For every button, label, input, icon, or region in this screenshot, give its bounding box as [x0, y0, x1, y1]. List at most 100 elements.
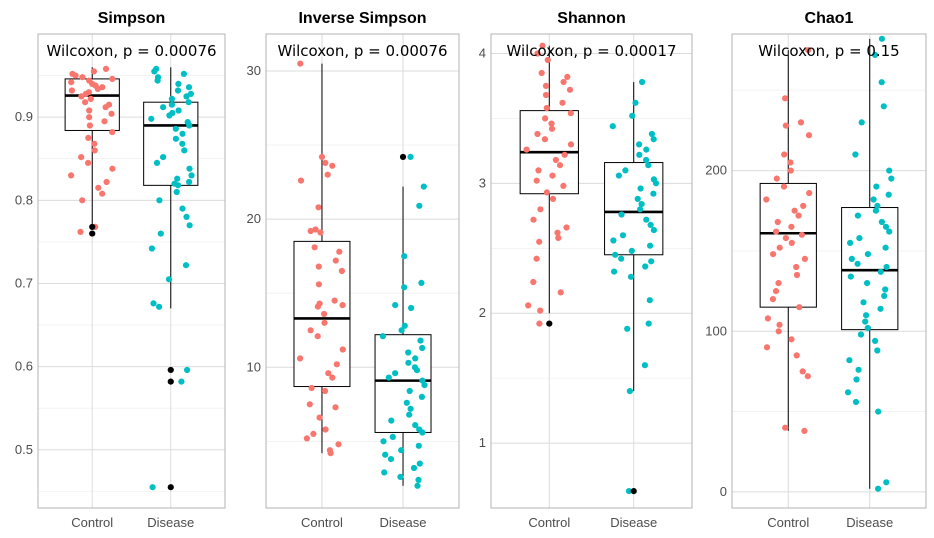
data-point — [652, 180, 660, 187]
data-point — [775, 280, 782, 287]
data-point — [86, 122, 93, 129]
x-tick-label: Disease — [380, 515, 427, 530]
data-point — [154, 77, 161, 84]
data-point — [882, 223, 890, 230]
data-point — [72, 72, 79, 79]
data-point — [385, 374, 392, 381]
data-point — [86, 107, 93, 114]
data-point — [555, 234, 562, 241]
data-point — [179, 130, 186, 137]
data-point — [567, 110, 574, 117]
data-point — [782, 122, 790, 129]
data-point — [398, 447, 405, 454]
data-point — [872, 207, 880, 214]
data-point — [338, 267, 345, 275]
y-tick-label: 0.9 — [15, 109, 33, 124]
data-point — [636, 141, 643, 148]
data-point — [857, 331, 865, 338]
data-point — [629, 112, 636, 119]
data-point — [179, 205, 186, 212]
data-point — [567, 141, 575, 148]
data-point — [877, 268, 884, 275]
data-point — [414, 482, 421, 489]
data-point — [637, 206, 644, 213]
data-point — [626, 388, 634, 395]
data-point — [421, 382, 428, 389]
data-point — [68, 172, 75, 179]
data-point — [530, 278, 537, 286]
data-point — [873, 183, 880, 190]
data-point — [151, 68, 158, 75]
data-point — [407, 405, 414, 412]
data-point — [380, 438, 387, 445]
data-point — [559, 99, 566, 106]
data-point — [856, 235, 863, 242]
data-point — [611, 268, 618, 275]
y-tick-label: 20 — [247, 211, 261, 226]
data-point — [166, 112, 173, 119]
data-point — [413, 367, 421, 374]
data-point — [401, 284, 408, 291]
data-point — [806, 190, 813, 197]
data-point — [795, 212, 802, 219]
data-point — [645, 320, 652, 327]
y-tick-label: 2 — [479, 305, 486, 320]
data-point — [186, 122, 193, 129]
data-point — [805, 132, 813, 139]
data-point — [174, 87, 182, 94]
data-point — [406, 387, 413, 395]
data-point — [788, 223, 795, 230]
data-point — [634, 195, 641, 202]
data-point — [339, 302, 346, 309]
data-point — [624, 325, 631, 332]
data-point — [886, 228, 893, 235]
panel-1: 10 20 30 Control Disease Inverse Simpson Wilco… — [247, 10, 460, 530]
data-point — [787, 167, 794, 174]
data-point — [560, 78, 567, 86]
wilcoxon-annotation: Wilcoxon, p = 0.00076 — [277, 42, 447, 60]
data-point — [148, 245, 155, 252]
data-point — [874, 347, 881, 354]
x-tick-label: Control — [301, 515, 343, 530]
data-point — [793, 352, 800, 359]
y-tick-label: 0.5 — [15, 442, 33, 457]
data-point — [297, 355, 304, 362]
data-point — [392, 370, 399, 377]
box-iqr — [759, 182, 817, 308]
x-tick-label: Control — [767, 515, 809, 530]
data-point — [387, 456, 395, 463]
data-point — [804, 373, 811, 380]
data-point — [793, 263, 800, 271]
data-point — [307, 327, 314, 334]
outlier-point — [89, 223, 96, 231]
data-point — [554, 229, 561, 236]
data-point — [175, 107, 182, 114]
data-point — [419, 344, 426, 352]
data-point — [542, 115, 549, 122]
data-point — [303, 435, 310, 442]
data-point — [610, 237, 617, 244]
data-point — [174, 175, 181, 182]
data-point — [764, 315, 772, 322]
data-point — [188, 172, 195, 179]
data-point — [86, 114, 93, 121]
data-point — [185, 99, 192, 106]
data-point — [310, 430, 317, 437]
data-point — [420, 183, 427, 190]
data-point — [186, 165, 193, 172]
data-point — [542, 82, 550, 89]
data-point — [537, 307, 544, 314]
data-point — [150, 300, 157, 307]
data-point — [609, 123, 616, 130]
outlier-point — [167, 378, 174, 385]
data-point — [858, 119, 865, 126]
data-point — [412, 355, 419, 362]
data-point — [556, 162, 564, 169]
data-point — [416, 460, 423, 467]
data-point — [401, 322, 408, 329]
y-tick-label: 0 — [720, 484, 727, 499]
data-point — [541, 136, 549, 143]
data-point — [315, 281, 322, 288]
data-point — [788, 239, 795, 246]
data-point — [637, 185, 644, 192]
